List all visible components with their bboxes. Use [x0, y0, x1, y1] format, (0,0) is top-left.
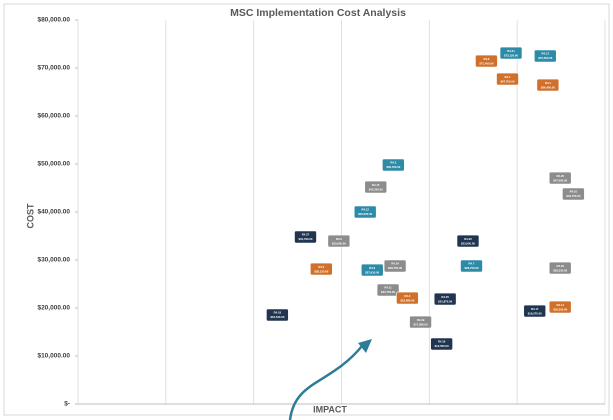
- point-box: [430, 337, 453, 351]
- point-label: R4.12: [361, 208, 369, 212]
- plot-area: $- $10,000.00 $20,000.00 $30,000.00 $40,000.…: [37, 17, 606, 408]
- value-label: $19,370.00: [528, 311, 542, 315]
- point-box: [536, 78, 560, 92]
- point-label: R4.21: [507, 49, 515, 53]
- point-box: [562, 187, 585, 201]
- point-box: [533, 49, 557, 63]
- point-label: R4.27: [302, 233, 310, 237]
- point-label: R4.13: [542, 52, 550, 56]
- point-box: [383, 259, 407, 273]
- point-label: R4.26: [556, 174, 564, 178]
- value-label: $73,120.00: [504, 53, 518, 57]
- point-label: R4.11: [384, 286, 392, 290]
- point-box: [409, 315, 432, 329]
- y-axis-label: COST: [25, 203, 35, 229]
- point-label: R4.3: [390, 161, 396, 165]
- point-label: R4.7: [469, 262, 475, 266]
- point-box: [499, 46, 523, 60]
- value-label: $71,450.00: [479, 61, 493, 65]
- value-label: $23,750.00: [381, 290, 395, 294]
- point-label: R4.2: [404, 294, 410, 298]
- point-label: R4.18: [274, 311, 282, 315]
- value-label: $34,790.00: [298, 237, 312, 241]
- point-label: R4.5: [318, 265, 324, 269]
- y-tick-label: $70,000.00: [37, 65, 70, 72]
- point-box: [294, 230, 317, 244]
- value-label: $47,080.00: [553, 178, 567, 182]
- point-box: [548, 171, 572, 185]
- point-label: R4.4: [545, 81, 551, 85]
- value-label: $67,700.00: [501, 79, 515, 83]
- x-axis-label: IMPACT: [313, 404, 347, 414]
- point-label: R4.8: [483, 57, 489, 61]
- value-label: $33,950.00: [332, 241, 346, 245]
- value-label: $27,910.00: [365, 270, 379, 274]
- value-label: $33,950.00: [461, 241, 475, 245]
- y-tick-label: $20,000.00: [37, 305, 70, 312]
- value-label: $20,200.00: [553, 307, 567, 311]
- point-label: R4.15: [372, 183, 380, 187]
- point-label: R4.6: [369, 266, 375, 270]
- arrow-head: [358, 339, 372, 353]
- y-tick-label: $80,000.00: [37, 17, 70, 24]
- y-tick-label: $-: [64, 401, 70, 408]
- point-box: [364, 180, 388, 194]
- point-box: [309, 262, 333, 276]
- point-box: [327, 234, 351, 248]
- y-tick-label: $40,000.00: [37, 209, 70, 216]
- point-box: [475, 54, 498, 68]
- y-tick-label: $30,000.00: [37, 257, 70, 264]
- point-label: R4.9: [336, 237, 342, 241]
- y-tick-label: $50,000.00: [37, 161, 70, 168]
- point-box: [376, 283, 400, 297]
- value-label: $40,000.00: [358, 212, 372, 216]
- value-label: $66,450.00: [541, 85, 555, 89]
- value-label: $17,080.00: [414, 322, 428, 326]
- point-box: [353, 205, 377, 219]
- point-box: [548, 261, 572, 275]
- point-label: R4.19: [417, 318, 425, 322]
- point-box: [548, 300, 572, 314]
- chart-border: [3, 3, 610, 416]
- value-label: $28,750.00: [388, 266, 402, 270]
- point-box: [460, 259, 483, 273]
- point-label: R4.14: [556, 303, 564, 307]
- annotation-arrow: [288, 345, 363, 420]
- point-label: R4.16: [438, 340, 446, 344]
- value-label: $45,200.00: [369, 187, 383, 191]
- point-label: R4.20: [464, 237, 472, 241]
- value-label: $18,540.00: [270, 315, 284, 319]
- point-box: [360, 263, 384, 277]
- y-tick-label: $60,000.00: [37, 113, 70, 120]
- value-label: $72,500.00: [538, 56, 552, 60]
- point-label: R4.24: [391, 262, 399, 266]
- value-label: $12,500.00: [435, 344, 449, 348]
- point-label: R4.1: [505, 75, 511, 79]
- value-label: $28,120.00: [314, 269, 328, 273]
- point-label: R4.25: [441, 295, 449, 299]
- value-label: $28,750.00: [464, 266, 478, 270]
- point-box: [396, 291, 419, 305]
- point-box: [496, 72, 519, 86]
- value-label: $22,080.00: [400, 298, 414, 302]
- value-label: $28,330.00: [553, 268, 567, 272]
- point-box: [523, 304, 547, 318]
- point-box: [456, 234, 480, 248]
- value-label: $21,870.00: [438, 299, 452, 303]
- point-label: R4.17: [531, 307, 539, 311]
- chart-title: MSC Implementation Cost Analysis: [230, 7, 406, 19]
- value-label: $43,750.00: [566, 194, 580, 198]
- point-box: [382, 158, 405, 172]
- point-box: [433, 292, 457, 306]
- point-label: R4.10: [570, 190, 578, 194]
- point-label: R4.22: [556, 264, 564, 268]
- value-label: $49,790.00: [386, 165, 400, 169]
- point-box: [266, 308, 289, 322]
- y-tick-label: $10,000.00: [37, 353, 70, 360]
